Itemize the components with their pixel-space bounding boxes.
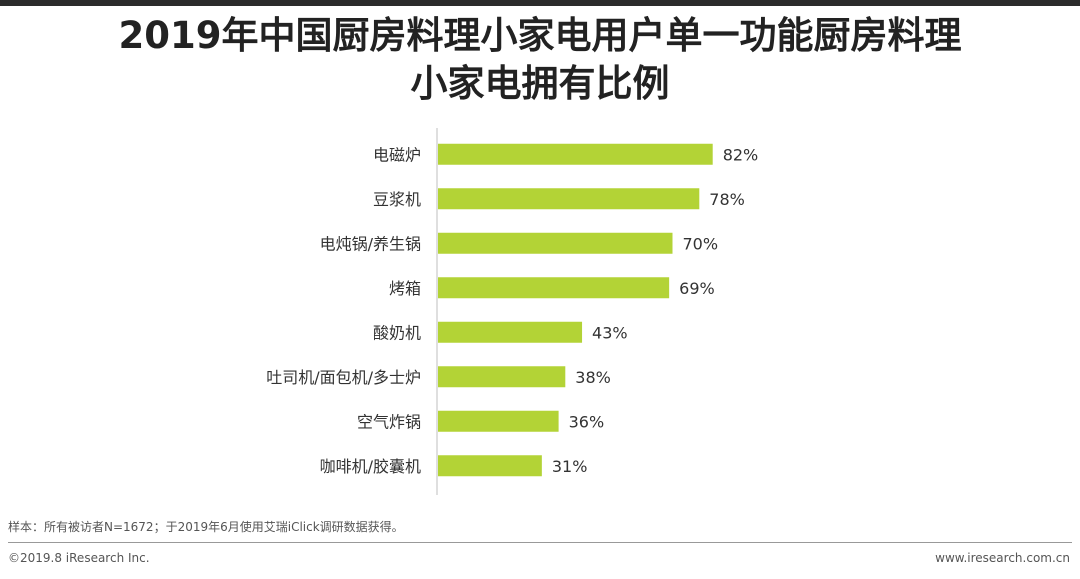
bar-value-label: 70% (683, 234, 719, 253)
category-label: 吐司机/面包机/多士炉 (266, 368, 421, 387)
bar-value-label: 31% (552, 457, 588, 476)
bar (438, 455, 542, 477)
sample-footnote: 样本：所有被访者N=1672；于2019年6月使用艾瑞iClick调研数据获得。 (8, 520, 404, 534)
bar (438, 277, 670, 299)
footer-divider (8, 542, 1072, 543)
category-label: 空气炸锅 (357, 412, 421, 431)
bar (438, 321, 583, 343)
bar-value-label: 78% (709, 190, 745, 209)
category-label: 咖啡机/胶囊机 (320, 457, 421, 476)
bar-value-label: 36% (569, 412, 605, 431)
top-bar (0, 0, 1080, 6)
category-label: 电炖锅/养生锅 (320, 234, 421, 253)
bar-value-label: 82% (723, 145, 759, 164)
title-line-2: 小家电拥有比例 (410, 62, 670, 105)
bar-value-label: 69% (679, 279, 715, 298)
category-label: 酸奶机 (373, 323, 421, 342)
category-label: 豆浆机 (373, 190, 421, 209)
bar (438, 410, 559, 432)
page-title: 2019年中国厨房料理小家电用户单一功能厨房料理 小家电拥有比例 (0, 12, 1080, 108)
category-label: 电磁炉 (373, 145, 421, 164)
title-line-1: 2019年中国厨房料理小家电用户单一功能厨房料理 (118, 14, 962, 57)
bar (438, 188, 700, 210)
copyright-text: ©2019.8 iResearch Inc. (8, 551, 150, 565)
bar (438, 143, 713, 165)
category-label: 烤箱 (389, 279, 421, 298)
bar (438, 232, 673, 254)
bar-chart: 电磁炉 82% 豆浆机 78% 电炖锅/养生锅 70% 烤箱 69% 酸奶机 43% 吐司机/面包机… (266, 128, 759, 495)
bar (438, 366, 566, 388)
bar-value-label: 38% (575, 368, 611, 387)
website-url: www.iresearch.com.cn (935, 551, 1070, 565)
bar-value-label: 43% (592, 323, 628, 342)
